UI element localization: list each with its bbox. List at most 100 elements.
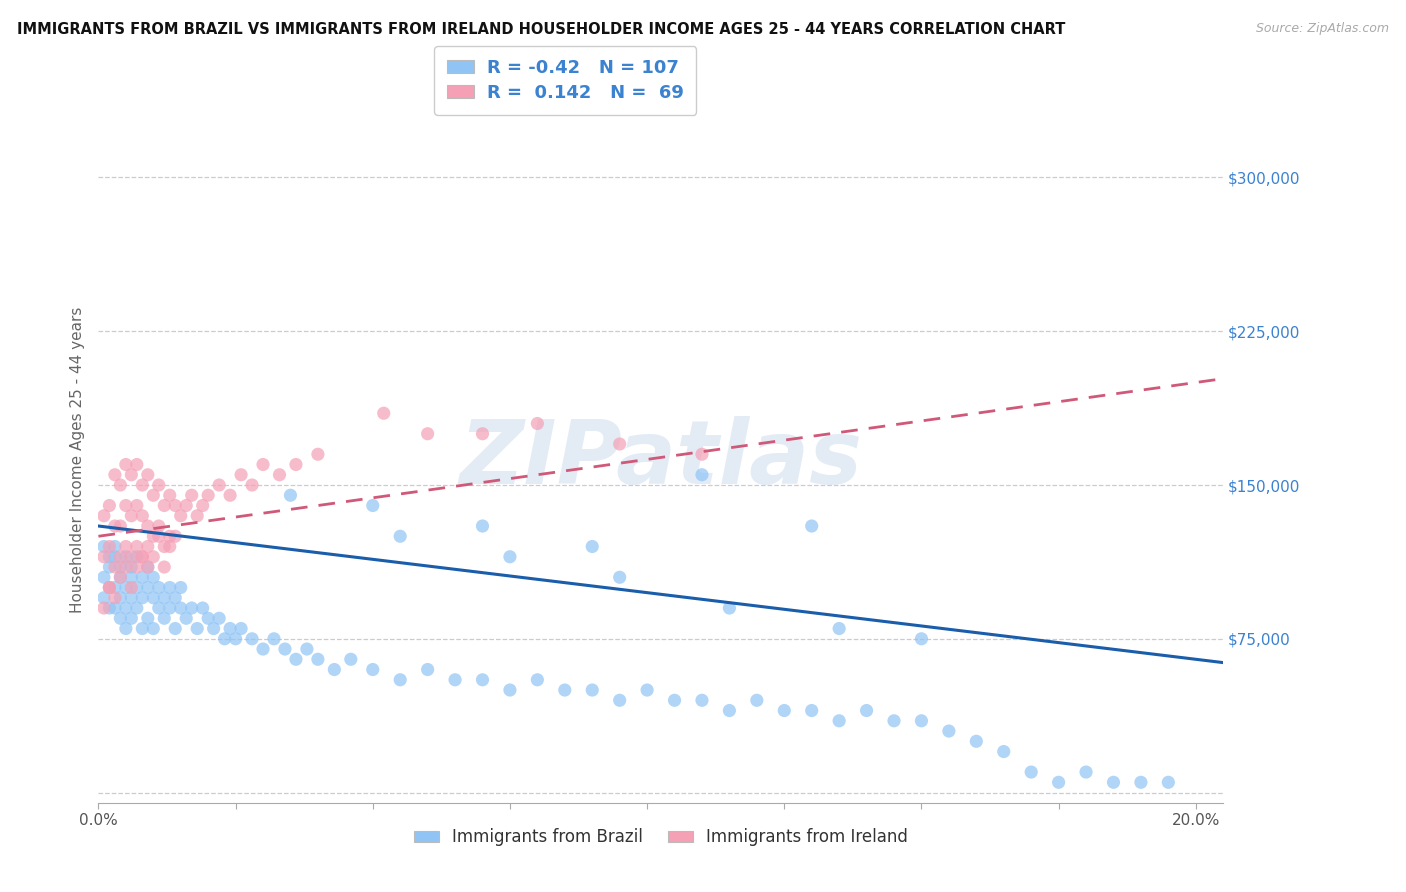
Point	[191, 601, 214, 615]
Point	[93, 508, 115, 523]
Point	[773, 704, 796, 718]
Point	[389, 529, 412, 543]
Point	[125, 458, 148, 472]
Point	[554, 683, 576, 698]
Point	[136, 560, 159, 574]
Point	[115, 560, 138, 574]
Point	[197, 488, 219, 502]
Point	[125, 581, 148, 595]
Point	[98, 581, 121, 595]
Point	[136, 611, 159, 625]
Point	[98, 581, 121, 595]
Point	[110, 549, 132, 564]
Point	[142, 488, 165, 502]
Point	[1019, 765, 1042, 780]
Point	[148, 519, 170, 533]
Point	[938, 724, 960, 739]
Text: IMMIGRANTS FROM BRAZIL VS IMMIGRANTS FROM IRELAND HOUSEHOLDER INCOME AGES 25 - 4: IMMIGRANTS FROM BRAZIL VS IMMIGRANTS FRO…	[17, 22, 1066, 37]
Point	[170, 508, 193, 523]
Point	[471, 673, 494, 687]
Point	[240, 478, 263, 492]
Point	[120, 570, 142, 584]
Point	[444, 673, 467, 687]
Point	[136, 467, 159, 482]
Point	[219, 622, 242, 636]
Point	[361, 499, 384, 513]
Point	[274, 642, 297, 657]
Point	[104, 540, 127, 554]
Point	[115, 581, 138, 595]
Point	[581, 683, 603, 698]
Point	[115, 540, 138, 554]
Point	[125, 549, 148, 564]
Point	[416, 426, 439, 441]
Point	[165, 529, 187, 543]
Point	[104, 581, 127, 595]
Point	[373, 406, 395, 420]
Point	[800, 704, 823, 718]
Point	[110, 570, 132, 584]
Point	[993, 745, 1015, 759]
Point	[197, 611, 219, 625]
Point	[191, 499, 214, 513]
Point	[120, 611, 142, 625]
Point	[131, 508, 153, 523]
Point	[131, 591, 153, 605]
Point	[170, 601, 193, 615]
Point	[120, 549, 142, 564]
Point	[115, 622, 138, 636]
Point	[219, 488, 242, 502]
Point	[609, 570, 631, 584]
Point	[965, 734, 987, 748]
Point	[148, 529, 170, 543]
Point	[98, 540, 121, 554]
Point	[165, 591, 187, 605]
Point	[104, 467, 127, 482]
Point	[581, 540, 603, 554]
Point	[180, 601, 202, 615]
Point	[186, 508, 208, 523]
Point	[93, 549, 115, 564]
Point	[125, 601, 148, 615]
Point	[284, 652, 307, 666]
Point	[115, 601, 138, 615]
Point	[609, 693, 631, 707]
Point	[361, 663, 384, 677]
Point	[252, 458, 274, 472]
Point	[110, 560, 132, 574]
Point	[340, 652, 363, 666]
Point	[98, 549, 121, 564]
Point	[295, 642, 318, 657]
Point	[229, 622, 252, 636]
Point	[229, 467, 252, 482]
Point	[136, 560, 159, 574]
Point	[110, 570, 132, 584]
Point	[718, 704, 741, 718]
Point	[153, 560, 176, 574]
Point	[136, 519, 159, 533]
Point	[1074, 765, 1097, 780]
Point	[104, 591, 127, 605]
Point	[153, 499, 176, 513]
Point	[1102, 775, 1125, 789]
Point	[131, 478, 153, 492]
Point	[125, 499, 148, 513]
Point	[745, 693, 768, 707]
Point	[115, 549, 138, 564]
Point	[115, 458, 138, 472]
Point	[208, 478, 231, 492]
Point	[170, 581, 193, 595]
Point	[883, 714, 905, 728]
Point	[159, 601, 181, 615]
Point	[98, 601, 121, 615]
Point	[142, 622, 165, 636]
Point	[609, 437, 631, 451]
Y-axis label: Householder Income Ages 25 - 44 years: Householder Income Ages 25 - 44 years	[69, 306, 84, 613]
Point	[104, 519, 127, 533]
Point	[174, 499, 197, 513]
Point	[131, 549, 153, 564]
Point	[159, 540, 181, 554]
Point	[910, 714, 932, 728]
Point	[828, 714, 851, 728]
Point	[284, 458, 307, 472]
